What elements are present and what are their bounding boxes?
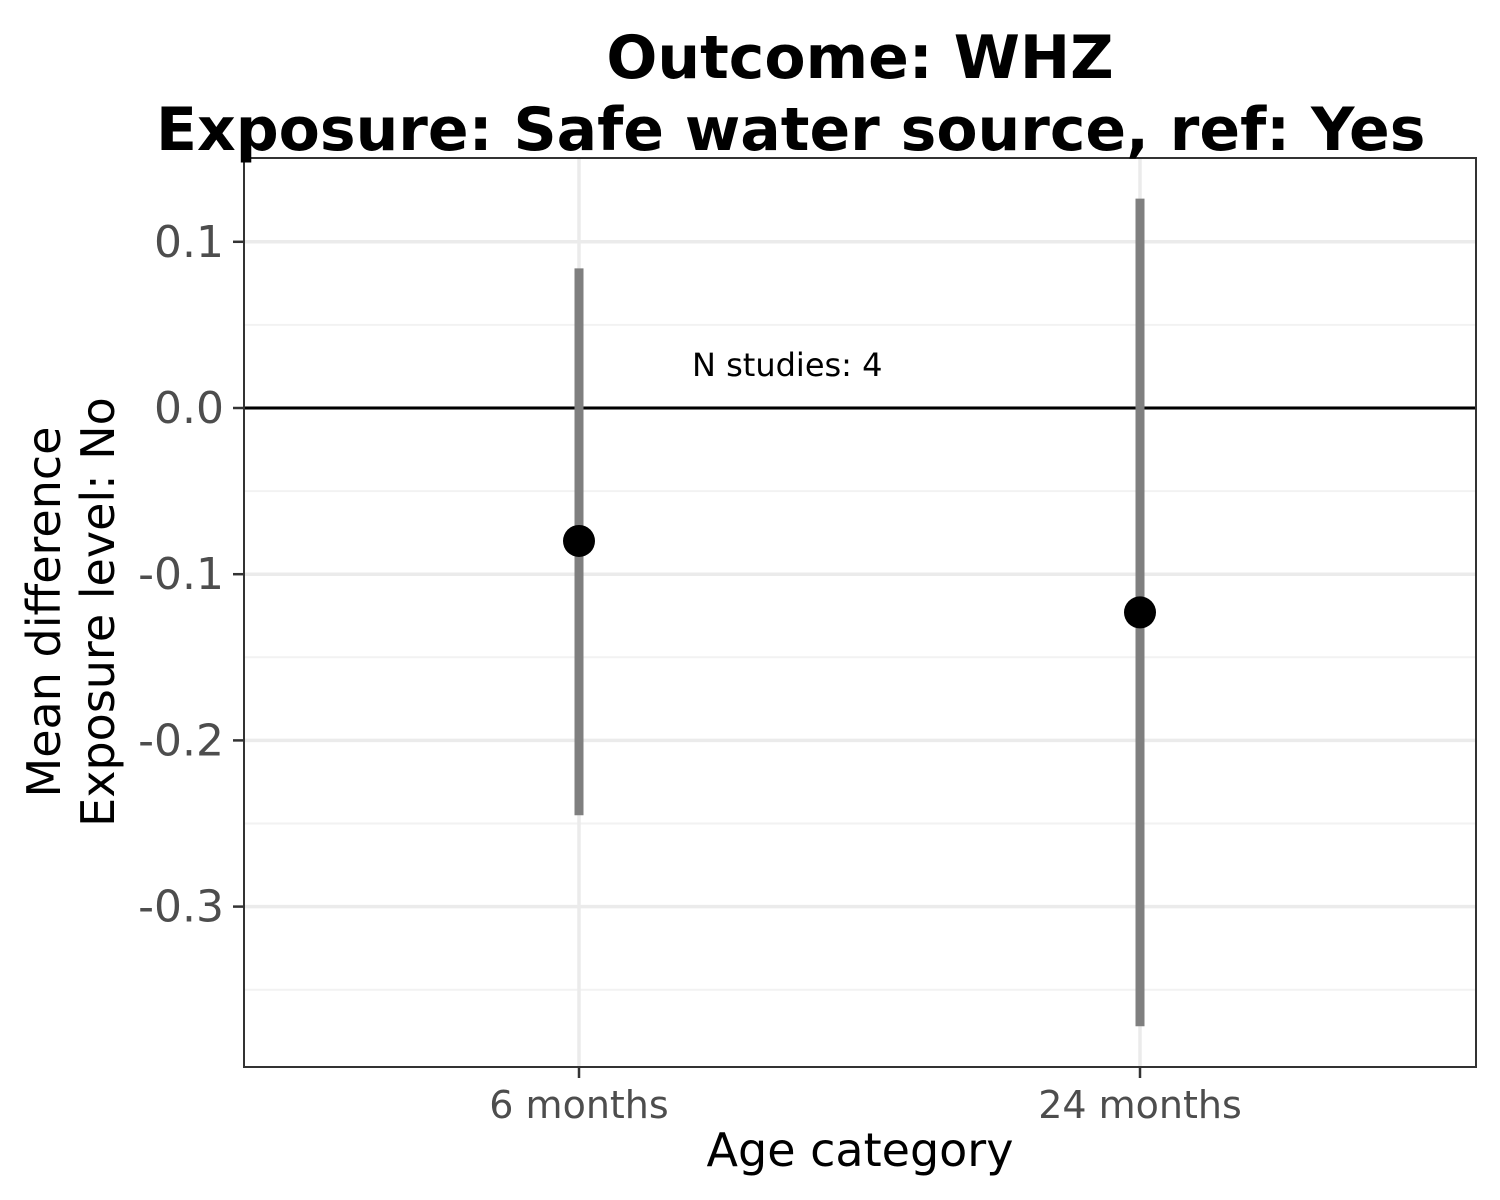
chart-title: Outcome: WHZ bbox=[606, 23, 1113, 93]
point-estimates bbox=[563, 524, 1156, 629]
x-axis-title: Age category bbox=[707, 1123, 1014, 1177]
x-tick-label: 6 months bbox=[489, 1083, 668, 1127]
y-tick-label: 0.1 bbox=[154, 217, 224, 268]
chart-subtitle: Exposure: Safe water source, ref: Yes bbox=[156, 95, 1425, 165]
n-studies-annotation: N studies: 4 bbox=[692, 346, 882, 384]
y-tick-label: -0.1 bbox=[138, 549, 224, 600]
y-tick-label: 0.0 bbox=[154, 383, 224, 434]
panel-border bbox=[243, 157, 1477, 1068]
y-axis: 0.1 0.0 -0.1 -0.2 -0.3 bbox=[138, 217, 244, 933]
point-estimate bbox=[563, 524, 595, 557]
y-tick-label: -0.2 bbox=[138, 715, 224, 766]
y-axis-title-line1: Mean difference bbox=[17, 427, 71, 798]
y-tick-label: -0.3 bbox=[138, 882, 224, 933]
point-estimate bbox=[1124, 596, 1156, 629]
x-tick-label: 24 months bbox=[1038, 1083, 1242, 1127]
x-axis: 6 months 24 months bbox=[489, 1067, 1242, 1127]
y-axis-title-line2: Exposure level: No bbox=[71, 397, 125, 827]
